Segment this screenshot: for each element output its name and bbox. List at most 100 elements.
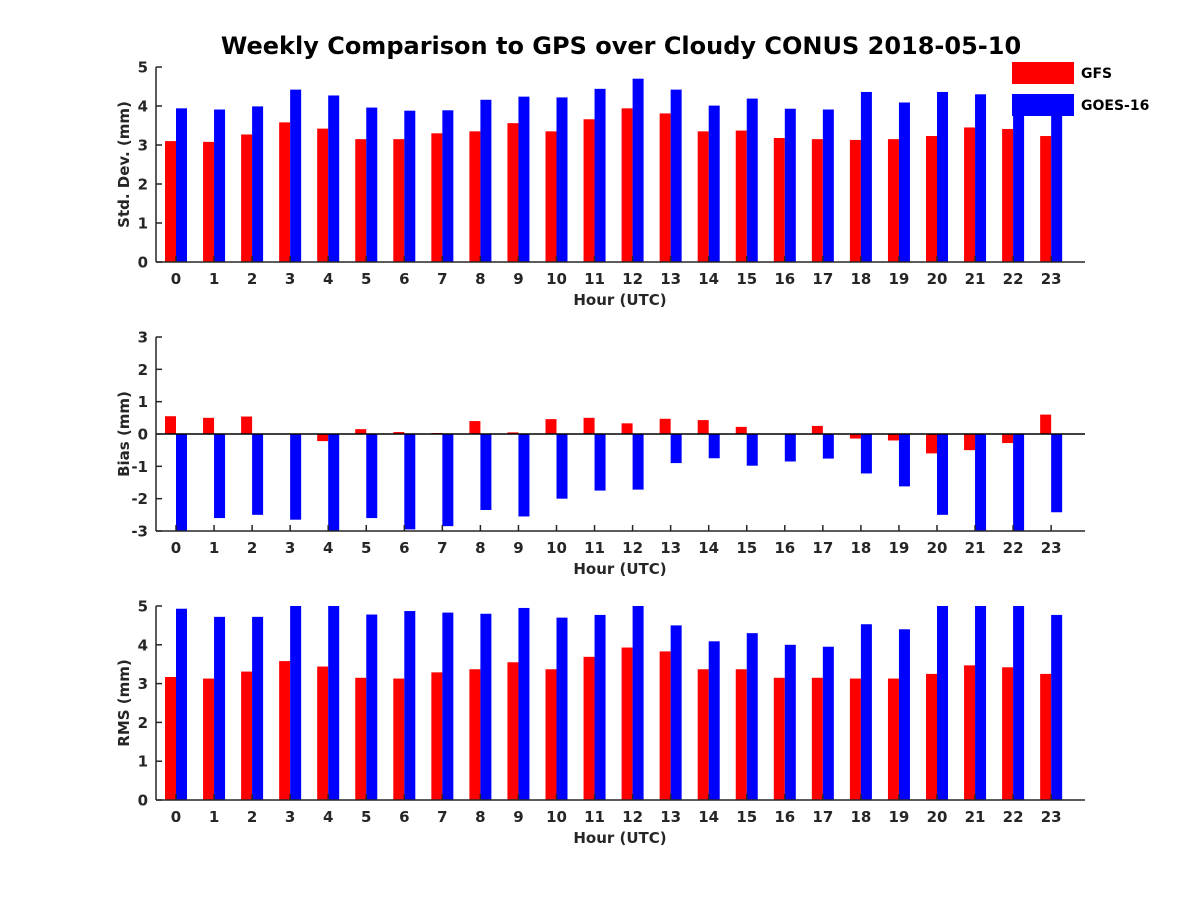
bar-gfs-19 [887,678,899,800]
bar-gfs-20 [926,136,937,262]
bar-gfs-23 [1040,673,1052,800]
x-tick-label: 19 [889,808,910,826]
bar-goes-16-13 [670,89,682,263]
bar-gfs-9 [507,662,519,800]
bar-gfs-22 [1002,129,1014,262]
bar-gfs-6 [393,432,405,434]
bar-goes-16-1 [214,434,226,519]
x-tick-label: 1 [209,539,219,557]
bar-goes-16-4 [328,606,340,800]
x-axis-label: Hour (UTC) [573,291,666,309]
bar-goes-16-17 [822,646,834,800]
x-tick-label: 16 [774,270,795,288]
x-tick-label: 5 [361,270,371,288]
bar-goes-16-19 [898,434,910,487]
bar-goes-16-6 [404,611,416,800]
bar-goes-16-17 [822,434,834,459]
x-tick-label: 19 [889,539,910,557]
bar-gfs-21 [964,665,976,800]
y-tick-label: -1 [131,458,148,476]
bar-gfs-4 [317,434,329,442]
bar-gfs-13 [659,418,671,434]
bar-goes-16-15 [746,633,758,800]
bar-gfs-10 [545,131,557,262]
x-tick-label: 9 [513,270,523,288]
bar-gfs-7 [431,672,443,800]
y-tick-label: 0 [138,254,148,272]
bar-gfs-12 [621,423,633,434]
bar-gfs-2 [241,416,253,434]
bar-gfs-2 [241,671,253,800]
x-tick-label: 2 [247,539,257,557]
bar-goes-16-0 [176,608,187,800]
x-tick-label: 6 [399,808,409,826]
x-tick-label: 18 [850,270,871,288]
x-tick-label: 7 [437,808,447,826]
x-tick-label: 21 [965,270,986,288]
y-axis-label: Bias (mm) [115,391,133,477]
bar-goes-16-10 [556,97,568,262]
bar-gfs-9 [507,432,519,434]
bar-goes-16-3 [290,434,302,520]
bar-gfs-14 [697,420,709,434]
y-tick-label: 3 [138,137,148,155]
x-tick-label: 23 [1041,808,1062,826]
legend-swatch [1012,94,1074,116]
bar-gfs-15 [735,669,747,800]
bar-goes-16-7 [442,434,454,527]
x-tick-label: 10 [546,808,567,826]
y-tick-label: 5 [138,59,148,77]
bar-gfs-6 [393,139,405,262]
bar-goes-16-22 [1013,606,1025,800]
x-tick-label: 17 [812,539,833,557]
bar-goes-16-11 [594,614,606,800]
bar-gfs-0 [165,141,176,262]
x-tick-label: 9 [513,808,523,826]
bar-goes-16-21 [975,606,987,800]
bar-gfs-9 [507,123,519,262]
x-tick-label: 18 [850,539,871,557]
x-tick-label: 17 [812,270,833,288]
x-tick-label: 10 [546,539,567,557]
bar-gfs-12 [621,108,633,262]
bar-gfs-21 [964,127,976,262]
x-tick-label: 22 [1003,539,1024,557]
bar-goes-16-2 [252,616,264,800]
x-tick-label: 5 [361,539,371,557]
y-tick-label: 2 [138,714,148,732]
bar-goes-16-7 [442,110,454,262]
bar-gfs-13 [659,651,671,800]
x-tick-label: 13 [660,539,681,557]
bar-goes-16-23 [1051,115,1063,262]
bar-gfs-16 [773,137,785,262]
bar-goes-16-18 [860,91,872,263]
x-tick-label: 6 [399,270,409,288]
legend-swatch [1012,62,1074,84]
bar-goes-16-8 [480,99,492,262]
bar-gfs-20 [926,434,937,454]
bar-goes-16-20 [937,91,948,263]
bar-goes-16-14 [708,105,720,262]
x-tick-label: 2 [247,808,257,826]
x-tick-label: 14 [698,270,719,288]
bar-goes-16-15 [746,434,758,466]
bar-goes-16-12 [632,434,644,490]
legend-entry-gfs: GFS [1012,62,1112,84]
y-tick-label: 4 [138,636,148,654]
bar-goes-16-2 [252,106,264,262]
x-tick-label: 18 [850,808,871,826]
bar-goes-16-10 [556,617,568,800]
bar-gfs-4 [317,128,329,262]
bar-gfs-15 [735,130,747,262]
x-axis-label: Hour (UTC) [573,829,666,847]
y-tick-label: 3 [138,329,148,347]
bar-goes-16-12 [632,78,644,262]
x-tick-label: 14 [698,539,719,557]
bar-goes-16-5 [366,434,378,519]
bar-gfs-22 [1002,667,1014,800]
bar-goes-16-3 [290,606,302,800]
bar-gfs-18 [849,678,861,800]
bar-gfs-5 [355,139,367,262]
bar-gfs-5 [355,429,367,434]
